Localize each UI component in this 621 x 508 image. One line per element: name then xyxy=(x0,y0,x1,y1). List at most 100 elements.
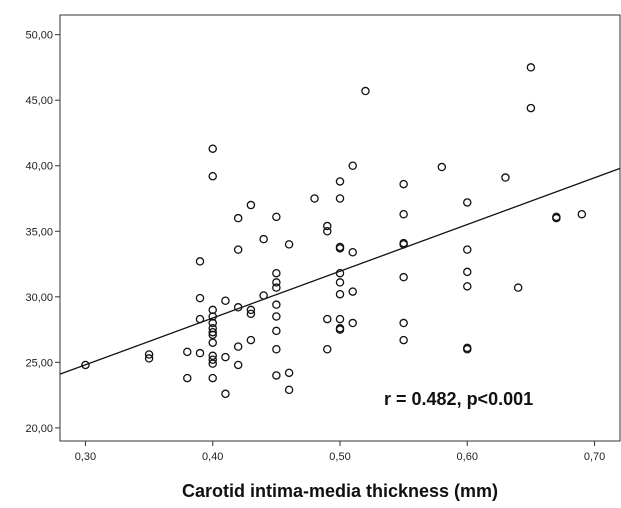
y-tick-label: 50,00 xyxy=(25,30,53,42)
data-point xyxy=(208,327,217,337)
data-point xyxy=(144,354,154,363)
data-point xyxy=(208,351,217,361)
y-tick-label: 30,00 xyxy=(25,292,53,304)
data-point xyxy=(526,103,536,113)
data-point xyxy=(208,318,217,328)
data-point xyxy=(335,289,345,299)
data-point xyxy=(246,305,256,315)
regression-line xyxy=(59,167,621,375)
data-point xyxy=(399,272,408,282)
data-point xyxy=(284,240,294,249)
x-tick-label: 0,60 xyxy=(457,451,478,463)
data-point xyxy=(272,268,281,278)
data-point xyxy=(195,257,205,266)
data-point xyxy=(323,221,332,231)
data-point xyxy=(233,245,243,254)
data-point xyxy=(272,300,281,309)
data-point xyxy=(246,335,256,345)
data-point xyxy=(272,212,281,222)
data-point xyxy=(208,330,217,340)
data-point xyxy=(335,314,345,324)
y-tick-label: 20,00 xyxy=(25,423,53,435)
x-axis-label: Carotid intima-media thickness (mm) xyxy=(182,481,498,501)
data-point xyxy=(526,63,536,72)
data-point xyxy=(501,173,510,182)
data-point xyxy=(195,348,205,358)
data-point xyxy=(195,314,205,324)
y-tick-label: 40,00 xyxy=(25,161,53,173)
data-point xyxy=(348,318,357,328)
x-tick-label: 0,40 xyxy=(202,451,223,463)
correlation-annotation: r = 0.482, p<0.001 xyxy=(384,389,533,409)
data-point xyxy=(323,344,332,354)
data-point xyxy=(399,318,408,328)
y-axis: 20,00 25,00 30,00 35,00 40,00 45,00 50,00 xyxy=(25,30,60,435)
data-point xyxy=(348,247,357,257)
data-point xyxy=(577,209,587,219)
plot-area xyxy=(59,14,621,442)
data-point xyxy=(233,303,243,312)
data-point xyxy=(246,309,256,319)
data-point xyxy=(221,296,230,305)
data-point xyxy=(246,200,256,210)
data-point xyxy=(208,171,217,181)
data-point xyxy=(208,355,217,364)
x-tick-label: 0,50 xyxy=(329,451,350,463)
data-point xyxy=(259,291,268,300)
x-tick-label: 0,70 xyxy=(584,451,605,463)
x-axis: 0,30 0,40 0,50 0,60 0,70 xyxy=(75,441,605,463)
data-point xyxy=(81,360,90,370)
data-point xyxy=(272,312,281,321)
data-point xyxy=(221,389,230,399)
data-point xyxy=(437,162,447,172)
data-point xyxy=(463,245,472,254)
data-point xyxy=(335,268,345,278)
data-point xyxy=(183,373,192,383)
data-point xyxy=(310,194,319,203)
data-point xyxy=(335,278,345,287)
data-point xyxy=(463,267,472,277)
data-point xyxy=(208,373,217,383)
y-tick-label: 35,00 xyxy=(25,226,53,238)
data-point xyxy=(552,213,561,223)
data-point xyxy=(323,227,332,236)
data-point xyxy=(399,209,408,219)
data-point xyxy=(233,213,243,223)
data-point xyxy=(361,86,370,96)
data-point xyxy=(272,371,281,380)
data-point xyxy=(272,326,281,336)
data-point xyxy=(272,283,281,292)
data-point xyxy=(335,325,345,334)
data-point xyxy=(272,278,281,287)
data-point xyxy=(513,283,523,292)
data-point xyxy=(335,244,345,253)
y-tick-label: 45,00 xyxy=(25,95,53,107)
x-tick-label: 0,30 xyxy=(75,451,96,463)
data-point xyxy=(233,342,243,351)
data-points xyxy=(81,63,587,399)
data-point xyxy=(272,344,281,354)
data-point xyxy=(183,347,192,357)
data-point xyxy=(284,368,294,378)
data-point xyxy=(284,385,294,395)
data-point xyxy=(348,161,357,170)
data-point xyxy=(208,338,217,347)
data-point xyxy=(323,314,332,324)
data-point xyxy=(399,240,408,249)
data-point xyxy=(399,335,408,345)
y-tick-label: 25,00 xyxy=(25,357,53,369)
data-point xyxy=(208,144,217,153)
data-point xyxy=(348,287,357,296)
data-point xyxy=(144,350,154,359)
data-point xyxy=(335,194,345,203)
data-point xyxy=(399,179,408,189)
data-point xyxy=(463,198,472,207)
data-point xyxy=(259,234,268,244)
data-point xyxy=(233,360,243,370)
data-point xyxy=(463,344,472,354)
data-point xyxy=(463,282,472,291)
data-point xyxy=(335,177,345,186)
data-point xyxy=(208,359,217,368)
data-point xyxy=(221,352,230,362)
